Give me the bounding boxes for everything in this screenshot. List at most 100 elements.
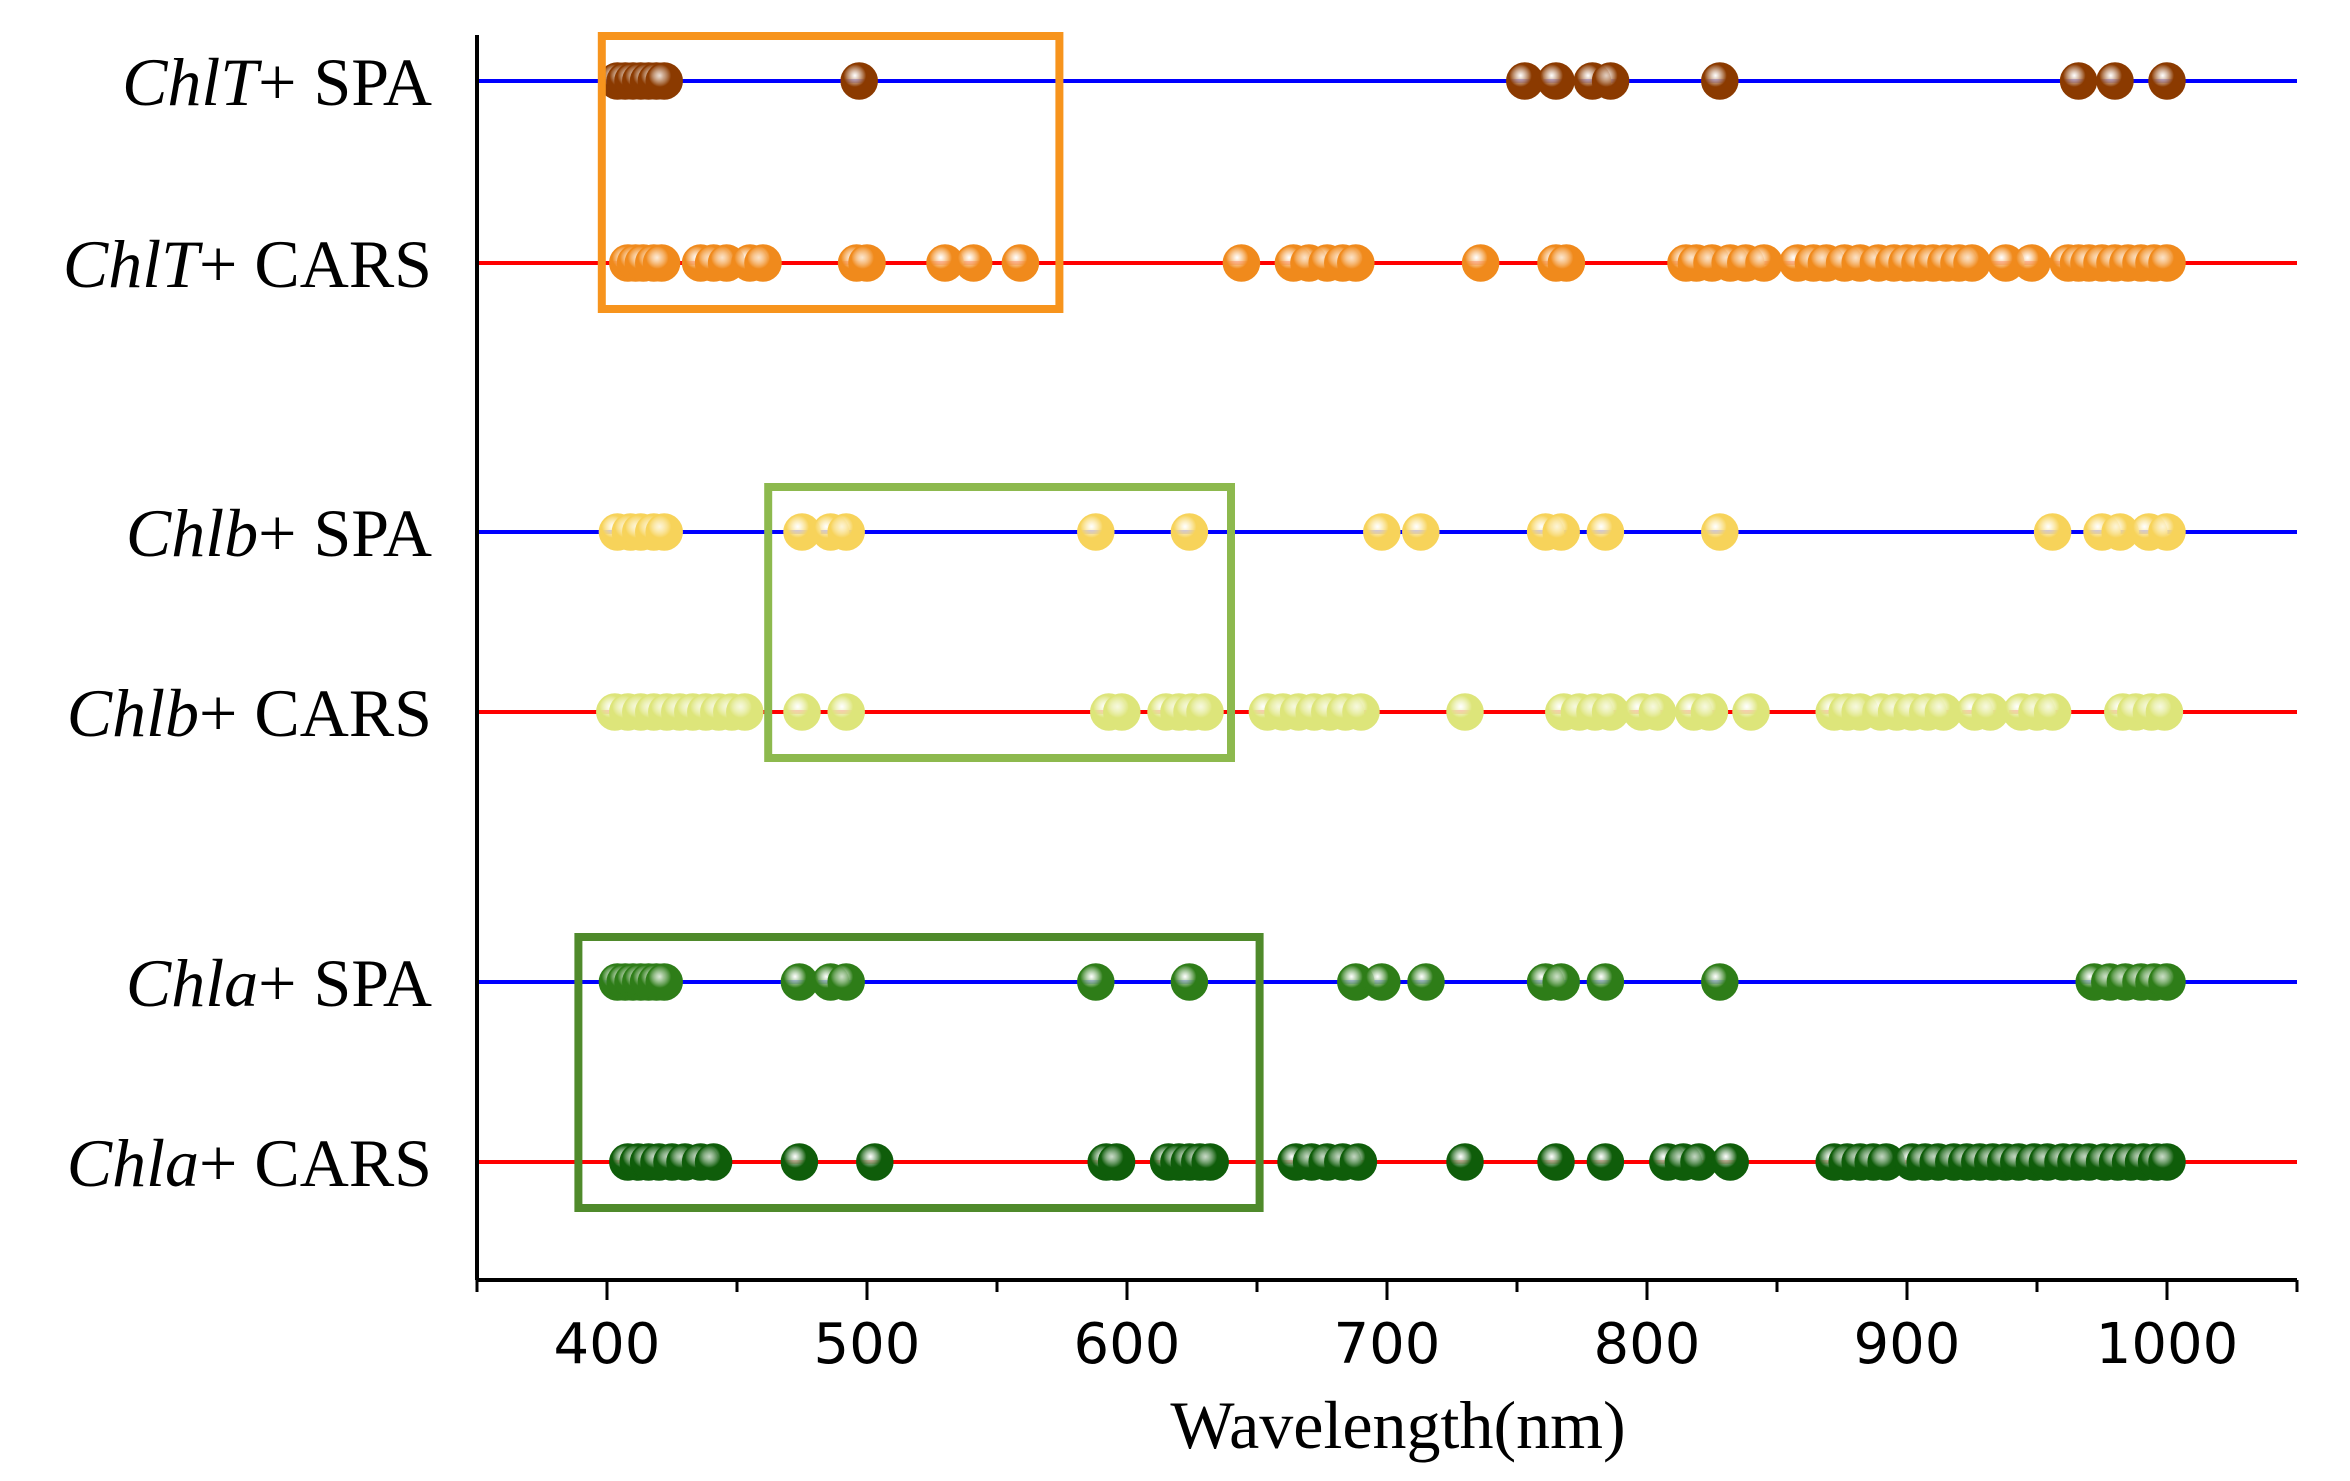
- data-point: [1591, 62, 1630, 100]
- row-2: [477, 513, 2297, 551]
- row-1: [477, 244, 2297, 282]
- data-point: [1001, 244, 1040, 282]
- row-4: [477, 963, 2297, 1001]
- data-point: [1745, 244, 1783, 282]
- data-point: [1638, 693, 1677, 731]
- row-5: [477, 1143, 2297, 1181]
- data-point: [1170, 963, 1209, 1001]
- x-tick-label: 500: [814, 1312, 921, 1377]
- x-axis: 400 500 600 700 800 900 1000: [475, 35, 2299, 1377]
- x-tick-label: 800: [1594, 1312, 1701, 1377]
- data-point: [1701, 963, 1739, 1001]
- row-label-method: + CARS: [199, 675, 432, 751]
- data-point: [1342, 693, 1380, 731]
- row-label-method: + SPA: [258, 44, 432, 120]
- row-label-method: + SPA: [258, 495, 432, 571]
- data-point: [1363, 963, 1401, 1001]
- highlight-boxes: [574, 32, 1264, 1212]
- row-label: ChlT+ CARS: [63, 226, 432, 302]
- row-label: Chlb+ SPA: [126, 495, 432, 571]
- data-point: [840, 62, 878, 100]
- data-point: [1586, 963, 1625, 1001]
- data-point: [642, 244, 681, 282]
- data-point: [1953, 244, 1991, 282]
- data-point: [744, 244, 782, 282]
- x-tick-label: 900: [1854, 1312, 1961, 1377]
- x-tick-label: 1000: [2096, 1312, 2239, 1377]
- row-label-pigment: Chla: [67, 1125, 199, 1201]
- data-point: [1191, 1143, 1229, 1181]
- row-label: ChlT+ SPA: [122, 44, 432, 120]
- row-label-pigment: Chlb: [126, 495, 258, 571]
- rows-layer: [477, 62, 2297, 1181]
- row-3: [477, 693, 2297, 731]
- data-point: [645, 62, 683, 100]
- data-point: [1097, 1143, 1136, 1181]
- data-point: [856, 1143, 894, 1181]
- data-point: [1170, 513, 1209, 551]
- data-point: [2013, 244, 2051, 282]
- row-label-pigment: ChlT: [122, 44, 262, 120]
- data-point: [2145, 693, 2184, 731]
- x-tick-label: 400: [554, 1312, 661, 1377]
- data-point: [2148, 1143, 2186, 1181]
- x-axis-title: Wavelength(nm): [1170, 1387, 1625, 1463]
- data-point: [645, 513, 683, 551]
- data-point: [783, 693, 821, 731]
- row-label-method: + CARS: [199, 1125, 432, 1201]
- highlight-box: [764, 483, 1235, 762]
- data-point: [1337, 244, 1375, 282]
- data-point: [1222, 244, 1261, 282]
- data-point: [1402, 513, 1440, 551]
- data-point: [2033, 513, 2072, 551]
- data-point: [1077, 513, 1115, 551]
- x-tick-label: 700: [1334, 1312, 1441, 1377]
- highlight-box: [574, 933, 1264, 1212]
- row-label: Chla+ CARS: [67, 1125, 432, 1201]
- row-label-pigment: ChlT: [63, 226, 203, 302]
- data-point: [1542, 513, 1580, 551]
- data-point: [2148, 244, 2186, 282]
- row-label: Chlb+ CARS: [67, 675, 432, 751]
- row-label: Chla+ SPA: [126, 945, 432, 1021]
- data-point: [726, 693, 764, 731]
- data-point: [827, 693, 865, 731]
- data-point: [694, 1143, 733, 1181]
- data-point: [1542, 963, 1580, 1001]
- data-point: [954, 244, 993, 282]
- data-point: [2096, 62, 2134, 100]
- data-point: [2148, 513, 2186, 551]
- highlight-box: [597, 32, 1064, 313]
- data-point: [1461, 244, 1500, 282]
- data-point: [1690, 693, 1729, 731]
- row-label-method: + CARS: [199, 226, 432, 302]
- data-point: [1586, 513, 1625, 551]
- data-point: [848, 244, 886, 282]
- data-point: [1339, 1143, 1378, 1181]
- row-label-method: + SPA: [258, 945, 432, 1021]
- data-point: [1732, 693, 1770, 731]
- data-point: [1186, 693, 1224, 731]
- data-point: [2148, 62, 2186, 100]
- data-point: [1407, 963, 1445, 1001]
- row-label-pigment: Chla: [126, 945, 258, 1021]
- data-point: [2148, 963, 2186, 1001]
- data-point: [1363, 513, 1401, 551]
- data-point: [1701, 62, 1739, 100]
- data-point: [780, 1143, 819, 1181]
- data-point: [1711, 1143, 1749, 1181]
- x-tick-label: 600: [1074, 1312, 1181, 1377]
- data-point: [1077, 963, 1115, 1001]
- data-point: [1537, 62, 1575, 100]
- data-point: [2033, 693, 2072, 731]
- data-point: [827, 513, 865, 551]
- data-point: [1537, 1143, 1575, 1181]
- row-label-pigment: Chlb: [67, 675, 199, 751]
- data-point: [1701, 513, 1739, 551]
- data-point: [827, 963, 865, 1001]
- data-point: [1446, 1143, 1484, 1181]
- data-point: [645, 963, 683, 1001]
- data-point: [1103, 693, 1141, 731]
